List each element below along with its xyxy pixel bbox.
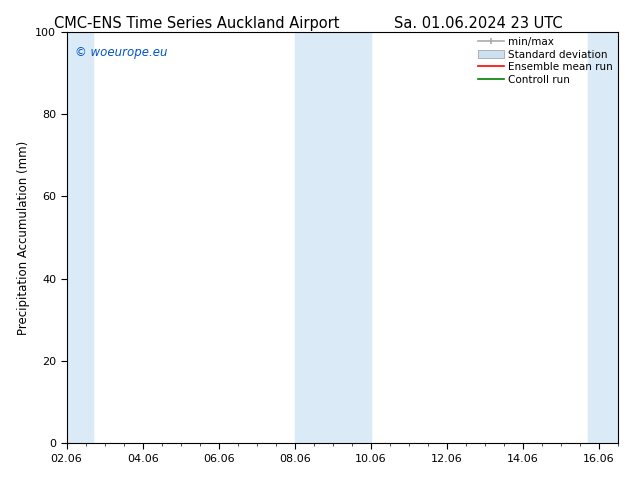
Bar xyxy=(588,32,622,443)
Y-axis label: Precipitation Accumulation (mm): Precipitation Accumulation (mm) xyxy=(16,141,30,335)
Text: CMC-ENS Time Series Auckland Airport: CMC-ENS Time Series Auckland Airport xyxy=(54,16,339,31)
Text: Sa. 01.06.2024 23 UTC: Sa. 01.06.2024 23 UTC xyxy=(394,16,563,31)
Bar xyxy=(63,32,93,443)
Text: © woeurope.eu: © woeurope.eu xyxy=(75,46,167,59)
Legend: min/max, Standard deviation, Ensemble mean run, Controll run: min/max, Standard deviation, Ensemble me… xyxy=(476,35,615,87)
Bar xyxy=(295,32,371,443)
